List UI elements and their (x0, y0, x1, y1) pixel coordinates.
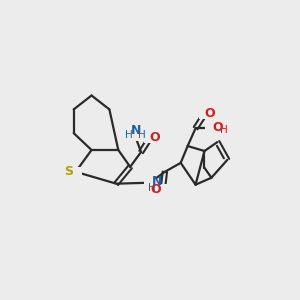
Text: H: H (125, 130, 133, 140)
FancyBboxPatch shape (129, 131, 141, 141)
FancyBboxPatch shape (144, 178, 156, 188)
FancyBboxPatch shape (157, 184, 169, 194)
Text: O: O (204, 107, 215, 120)
FancyBboxPatch shape (144, 133, 156, 143)
Text: O: O (151, 183, 161, 196)
Text: N: N (131, 124, 141, 137)
Text: H: H (138, 130, 146, 140)
Text: O: O (212, 121, 223, 134)
Text: H: H (220, 125, 228, 135)
FancyBboxPatch shape (70, 167, 82, 177)
Text: N: N (152, 175, 162, 188)
Text: H: H (148, 183, 156, 193)
FancyBboxPatch shape (199, 110, 210, 119)
FancyBboxPatch shape (206, 123, 218, 133)
Text: S: S (64, 165, 73, 178)
Text: O: O (150, 130, 160, 144)
